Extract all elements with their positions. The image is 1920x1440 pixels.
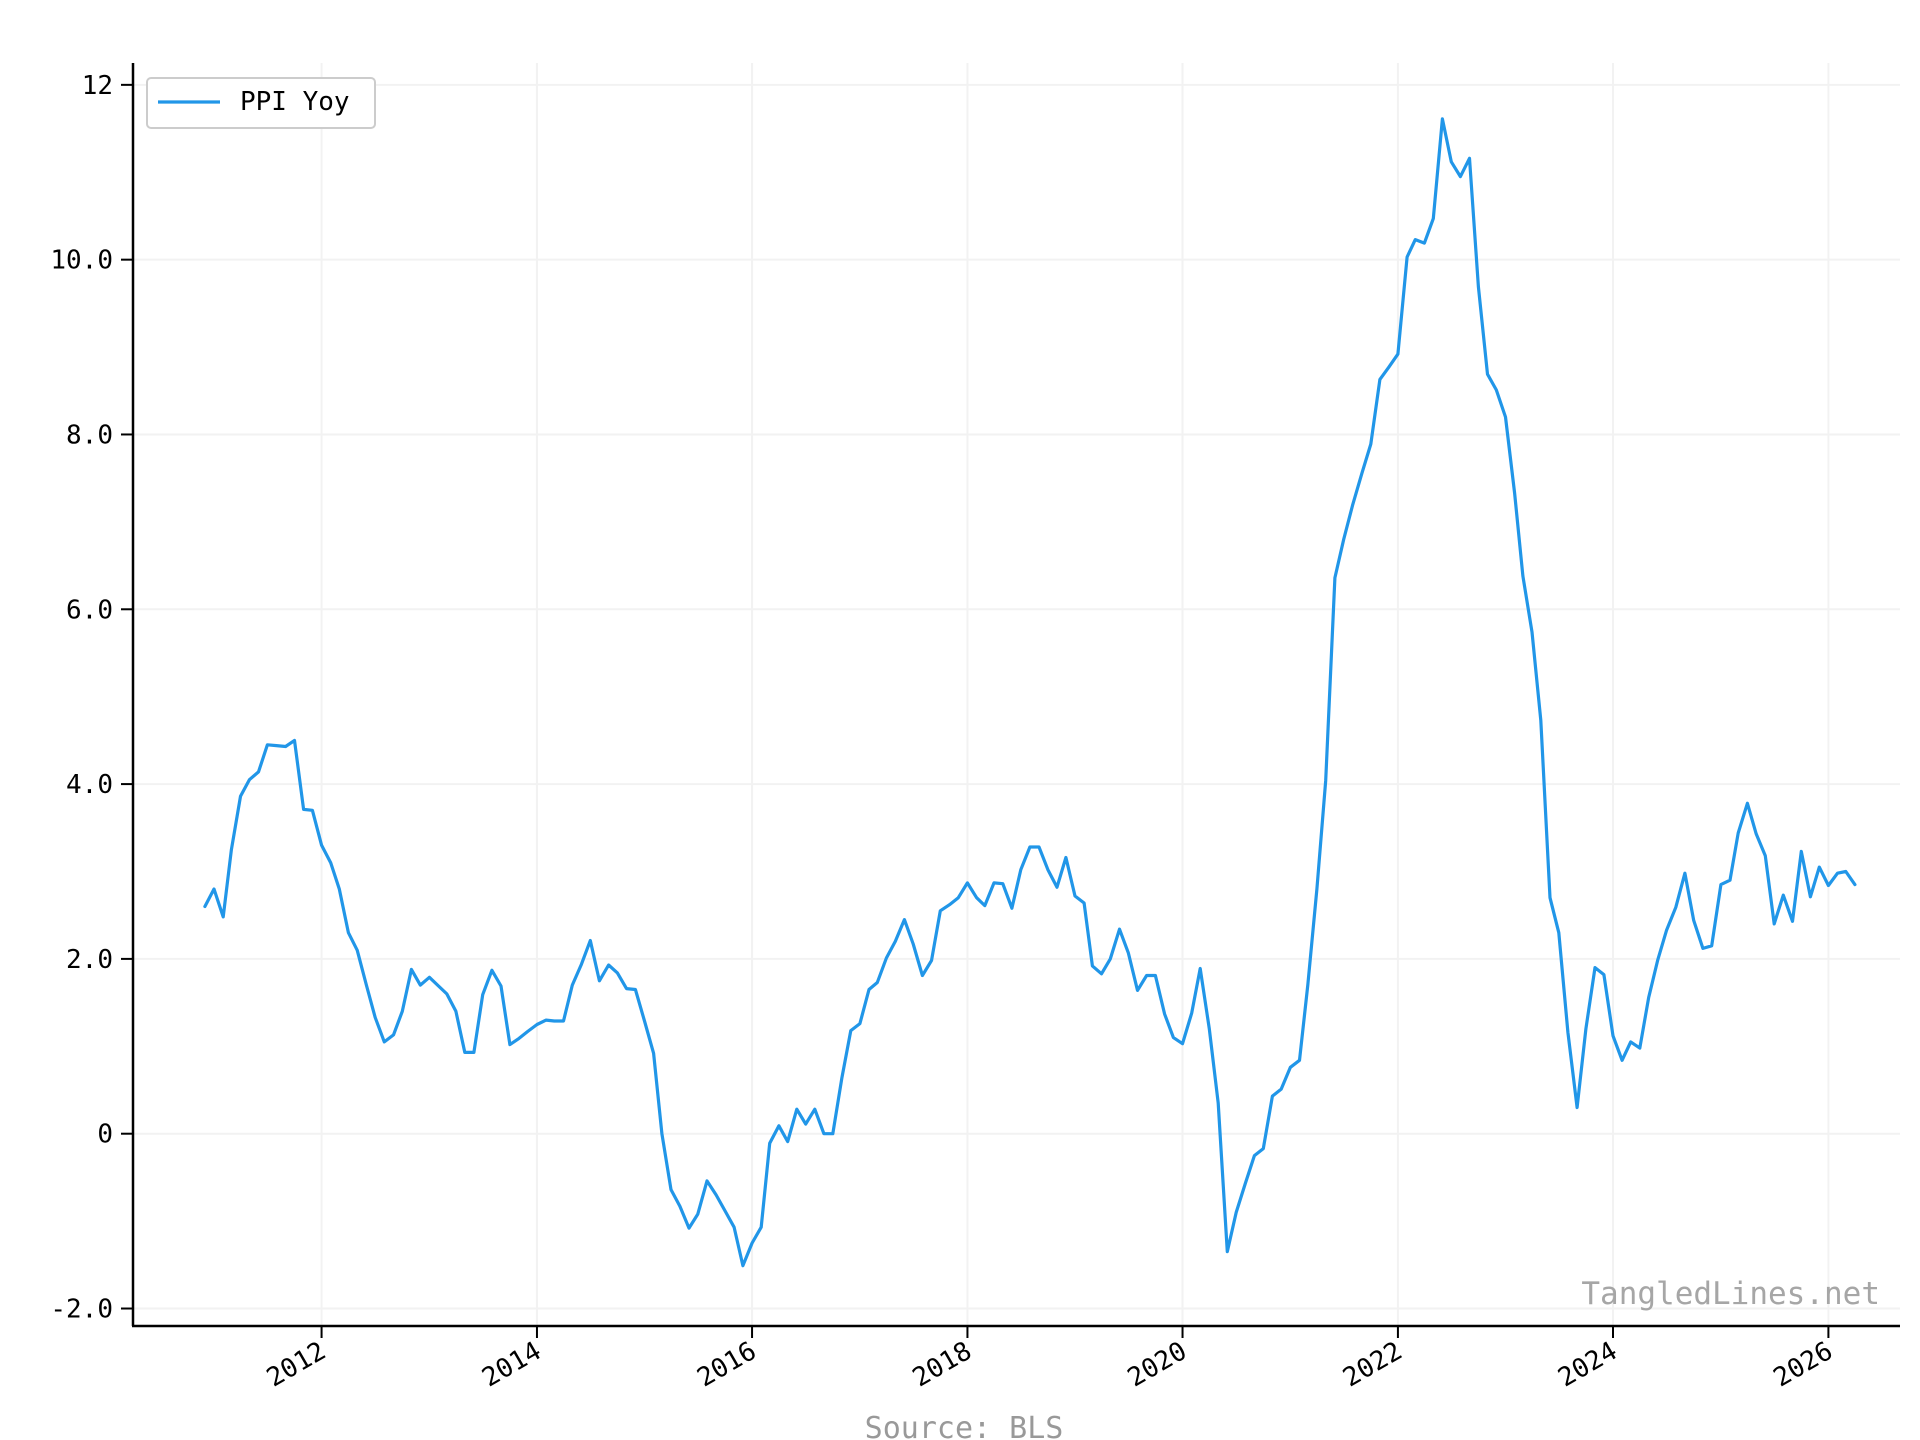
- legend-label-ppi-yoy: PPI Yoy: [240, 87, 350, 117]
- y-ticks: -2.0 0 2.0 4.0 6.0 8.0 10.0 12: [50, 71, 133, 1325]
- legend: PPI Yoy: [146, 77, 376, 129]
- y-tick-label: 0: [97, 1120, 113, 1150]
- source-caption: Source: BLS: [865, 1411, 1064, 1440]
- y-tick-label: 2.0: [66, 945, 113, 975]
- legend-box: [146, 77, 376, 129]
- y-tick-label: 8.0: [66, 420, 113, 450]
- series-line-ppi-yoy: [203, 117, 1857, 1268]
- series-layer: [203, 117, 1857, 1268]
- watermark: TangledLines.net: [1581, 1276, 1880, 1312]
- y-tick-label: 12: [82, 71, 113, 101]
- axes: [131, 63, 1900, 1328]
- y-tick-label: 6.0: [66, 595, 113, 625]
- y-tick-label: -2.0: [50, 1295, 113, 1325]
- grid: [133, 63, 1900, 1326]
- y-tick-label: 10.0: [50, 246, 113, 276]
- y-tick-label: 4.0: [66, 770, 113, 800]
